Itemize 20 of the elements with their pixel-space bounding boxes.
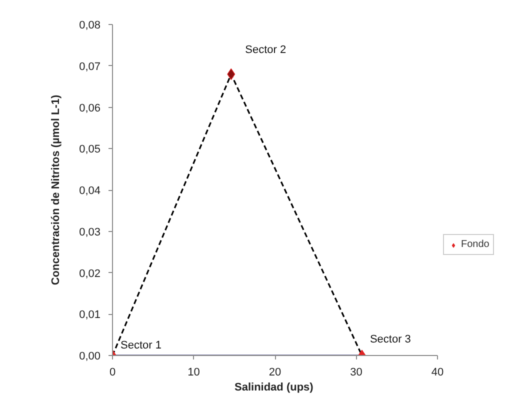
- annotation: Sector 2: [245, 44, 286, 56]
- y-tick-label: 0,06: [79, 102, 101, 114]
- y-tick-label: 0,04: [79, 185, 101, 197]
- x-tick-label: 30: [350, 366, 362, 378]
- y-tick-label: 0,02: [79, 268, 101, 280]
- legend-label: Fondo: [461, 239, 490, 250]
- y-axis-title: Concentración de Nitritos (µmol L-1): [50, 94, 62, 286]
- x-tick-label: 40: [431, 366, 444, 378]
- y-tick-label: 0,01: [79, 309, 101, 322]
- y-tick-label: 0,00: [79, 350, 101, 362]
- x-tick-label: 10: [188, 366, 200, 378]
- x-tick-label: 20: [268, 366, 282, 378]
- x-axis-title: Salinidad (ups): [234, 382, 314, 394]
- y-tick-label: 0,03: [79, 226, 101, 238]
- annotation: Sector 1: [120, 340, 162, 352]
- x-tick-label: 0: [109, 366, 116, 378]
- annotation: Sector 3: [370, 334, 411, 346]
- y-tick-label: 0,05: [79, 144, 101, 156]
- y-tick-label: 0,08: [79, 20, 101, 32]
- y-tick-label: 0,07: [79, 60, 101, 73]
